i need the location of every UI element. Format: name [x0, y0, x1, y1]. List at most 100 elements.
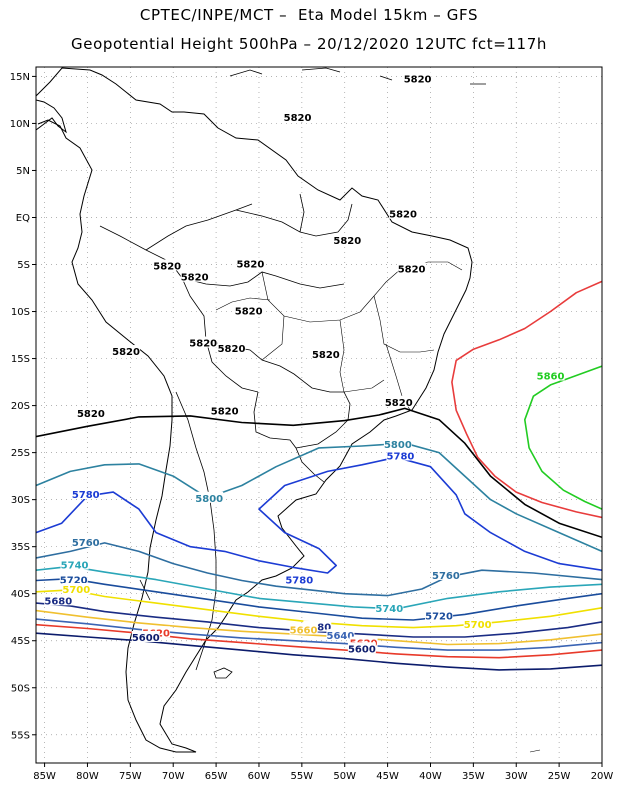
contour-label-5820: 5820	[211, 406, 239, 417]
contour-label-bg	[195, 491, 224, 503]
lat-tick-label: 25S	[11, 448, 30, 459]
contour-label-5820: 5820	[389, 210, 417, 221]
lat-tick-label: 45S	[11, 636, 30, 647]
lon-tick-label: 25W	[548, 771, 571, 782]
contour-5860	[524, 365, 602, 510]
falkland-islands	[213, 667, 233, 679]
contour-label-5740: 5740	[375, 604, 403, 615]
contour-label-5820: 5820	[284, 113, 312, 124]
contour-label-5780: 5780	[387, 451, 415, 462]
map-frame	[35, 66, 603, 764]
contour-label-5780: 5780	[285, 576, 313, 587]
axis-ticks: 85W 80W 75W 70W 65W 60W 55W 50W 45W 40W 35W 30W 25W 2…	[10, 72, 614, 782]
central-america-coastline	[36, 99, 67, 134]
contour-label-bg	[384, 395, 413, 407]
contour-5800	[36, 442, 602, 553]
lat-tick-label: 5S	[17, 260, 30, 271]
brazil-states-borders	[215, 261, 463, 411]
contour-label-bg	[425, 609, 454, 621]
lat-tick-label: EQ	[16, 213, 30, 224]
contour-label-5660: 5660	[290, 625, 318, 636]
contour-label-bg	[180, 270, 209, 282]
contour-5720	[36, 577, 602, 621]
contour-label-5680: 5680	[44, 596, 72, 607]
lon-tick-label: 60W	[248, 771, 271, 782]
contour-label-bg	[536, 369, 565, 381]
lat-tick-label: 15S	[11, 354, 30, 365]
contour-label-5820: 5820	[112, 347, 140, 358]
contour-5640	[36, 618, 602, 651]
lon-tick-label: 50W	[333, 771, 356, 782]
contour-label-5780: 5780	[72, 490, 100, 501]
lat-tick-label: 35S	[11, 542, 30, 553]
contour-label-bg	[403, 72, 432, 84]
contour-label-5820: 5820	[181, 273, 209, 284]
contour-label-bg	[389, 207, 418, 219]
lat-tick-label: 55S	[11, 730, 30, 741]
country-borders	[99, 193, 353, 671]
contour-label-bg	[285, 573, 314, 585]
contour-label-bg	[463, 617, 492, 629]
contour-label-bg	[189, 336, 218, 348]
contour-label-bg	[347, 642, 376, 654]
contour-label-bg	[349, 636, 378, 648]
coastlines-and-borders	[36, 67, 541, 753]
contour-label-5820: 5820	[333, 236, 361, 247]
lon-tick-label: 55W	[291, 771, 314, 782]
contour-label-bg	[234, 304, 263, 316]
lat-tick-label: 10S	[11, 307, 30, 318]
contour-label-5820: 5820	[189, 339, 217, 350]
contour-label-5820: 5820	[153, 261, 181, 272]
contour-label-5760: 5760	[72, 538, 100, 549]
contour-label-bg	[386, 449, 415, 461]
contour-label-bg	[217, 342, 246, 354]
contour-label-5860: 5860	[537, 371, 565, 382]
contour-label-bg	[333, 234, 362, 246]
contour-label-bg	[62, 583, 91, 594]
contour-label-bg	[383, 438, 412, 450]
lon-tick-label: 45W	[376, 771, 399, 782]
contour-label-5700: 5700	[464, 620, 492, 631]
contour-label-bg	[283, 110, 312, 122]
lat-tick-label: 40S	[11, 589, 30, 600]
contour-label-5720: 5720	[425, 611, 453, 622]
contour-label-5600: 5600	[348, 644, 376, 655]
contour-label-bg	[112, 345, 141, 357]
lon-tick-label: 30W	[505, 771, 528, 782]
contour-label-bg	[60, 558, 89, 570]
lon-tick-label: 75W	[119, 771, 142, 782]
lon-tick-label: 35W	[462, 771, 485, 782]
contour-label-5700: 5700	[62, 585, 90, 596]
contour-label-5600: 5600	[132, 633, 160, 644]
height-contours	[36, 280, 602, 671]
contour-5600	[36, 632, 602, 671]
lat-lon-grid	[36, 67, 603, 763]
lat-tick-label: 20S	[11, 401, 30, 412]
continent-coastline	[36, 67, 473, 753]
lon-tick-label: 85W	[33, 771, 56, 782]
contour-5740	[36, 565, 602, 610]
contour-label-5740: 5740	[61, 561, 89, 572]
lon-tick-label: 65W	[205, 771, 228, 782]
contour-label-5800: 5800	[195, 494, 223, 505]
contour-5760	[36, 542, 602, 597]
contour-5620	[36, 623, 602, 659]
lon-tick-label: 40W	[419, 771, 442, 782]
title-line-1: CPTEC/INPE/MCT – Eta Model 15km – GFS	[139, 6, 479, 24]
caribbean-islands	[229, 67, 486, 85]
lon-tick-label: 20W	[591, 771, 614, 782]
lat-tick-label: 50S	[11, 683, 30, 694]
contour-label-bg	[210, 404, 239, 416]
contour-label-bg	[326, 629, 355, 641]
contour-label-bg	[431, 568, 460, 580]
contour-label-5820: 5820	[398, 264, 426, 275]
contour-label-bg	[59, 573, 88, 585]
lat-tick-label: 30S	[11, 495, 30, 506]
lat-tick-label: 15N	[10, 72, 30, 83]
contour-label-5820: 5820	[385, 398, 413, 409]
lon-tick-label: 80W	[76, 771, 99, 782]
contour-label-5820: 5820	[77, 409, 105, 420]
contour-label-5820: 5820	[236, 260, 264, 271]
contour-label-bg	[44, 594, 73, 606]
